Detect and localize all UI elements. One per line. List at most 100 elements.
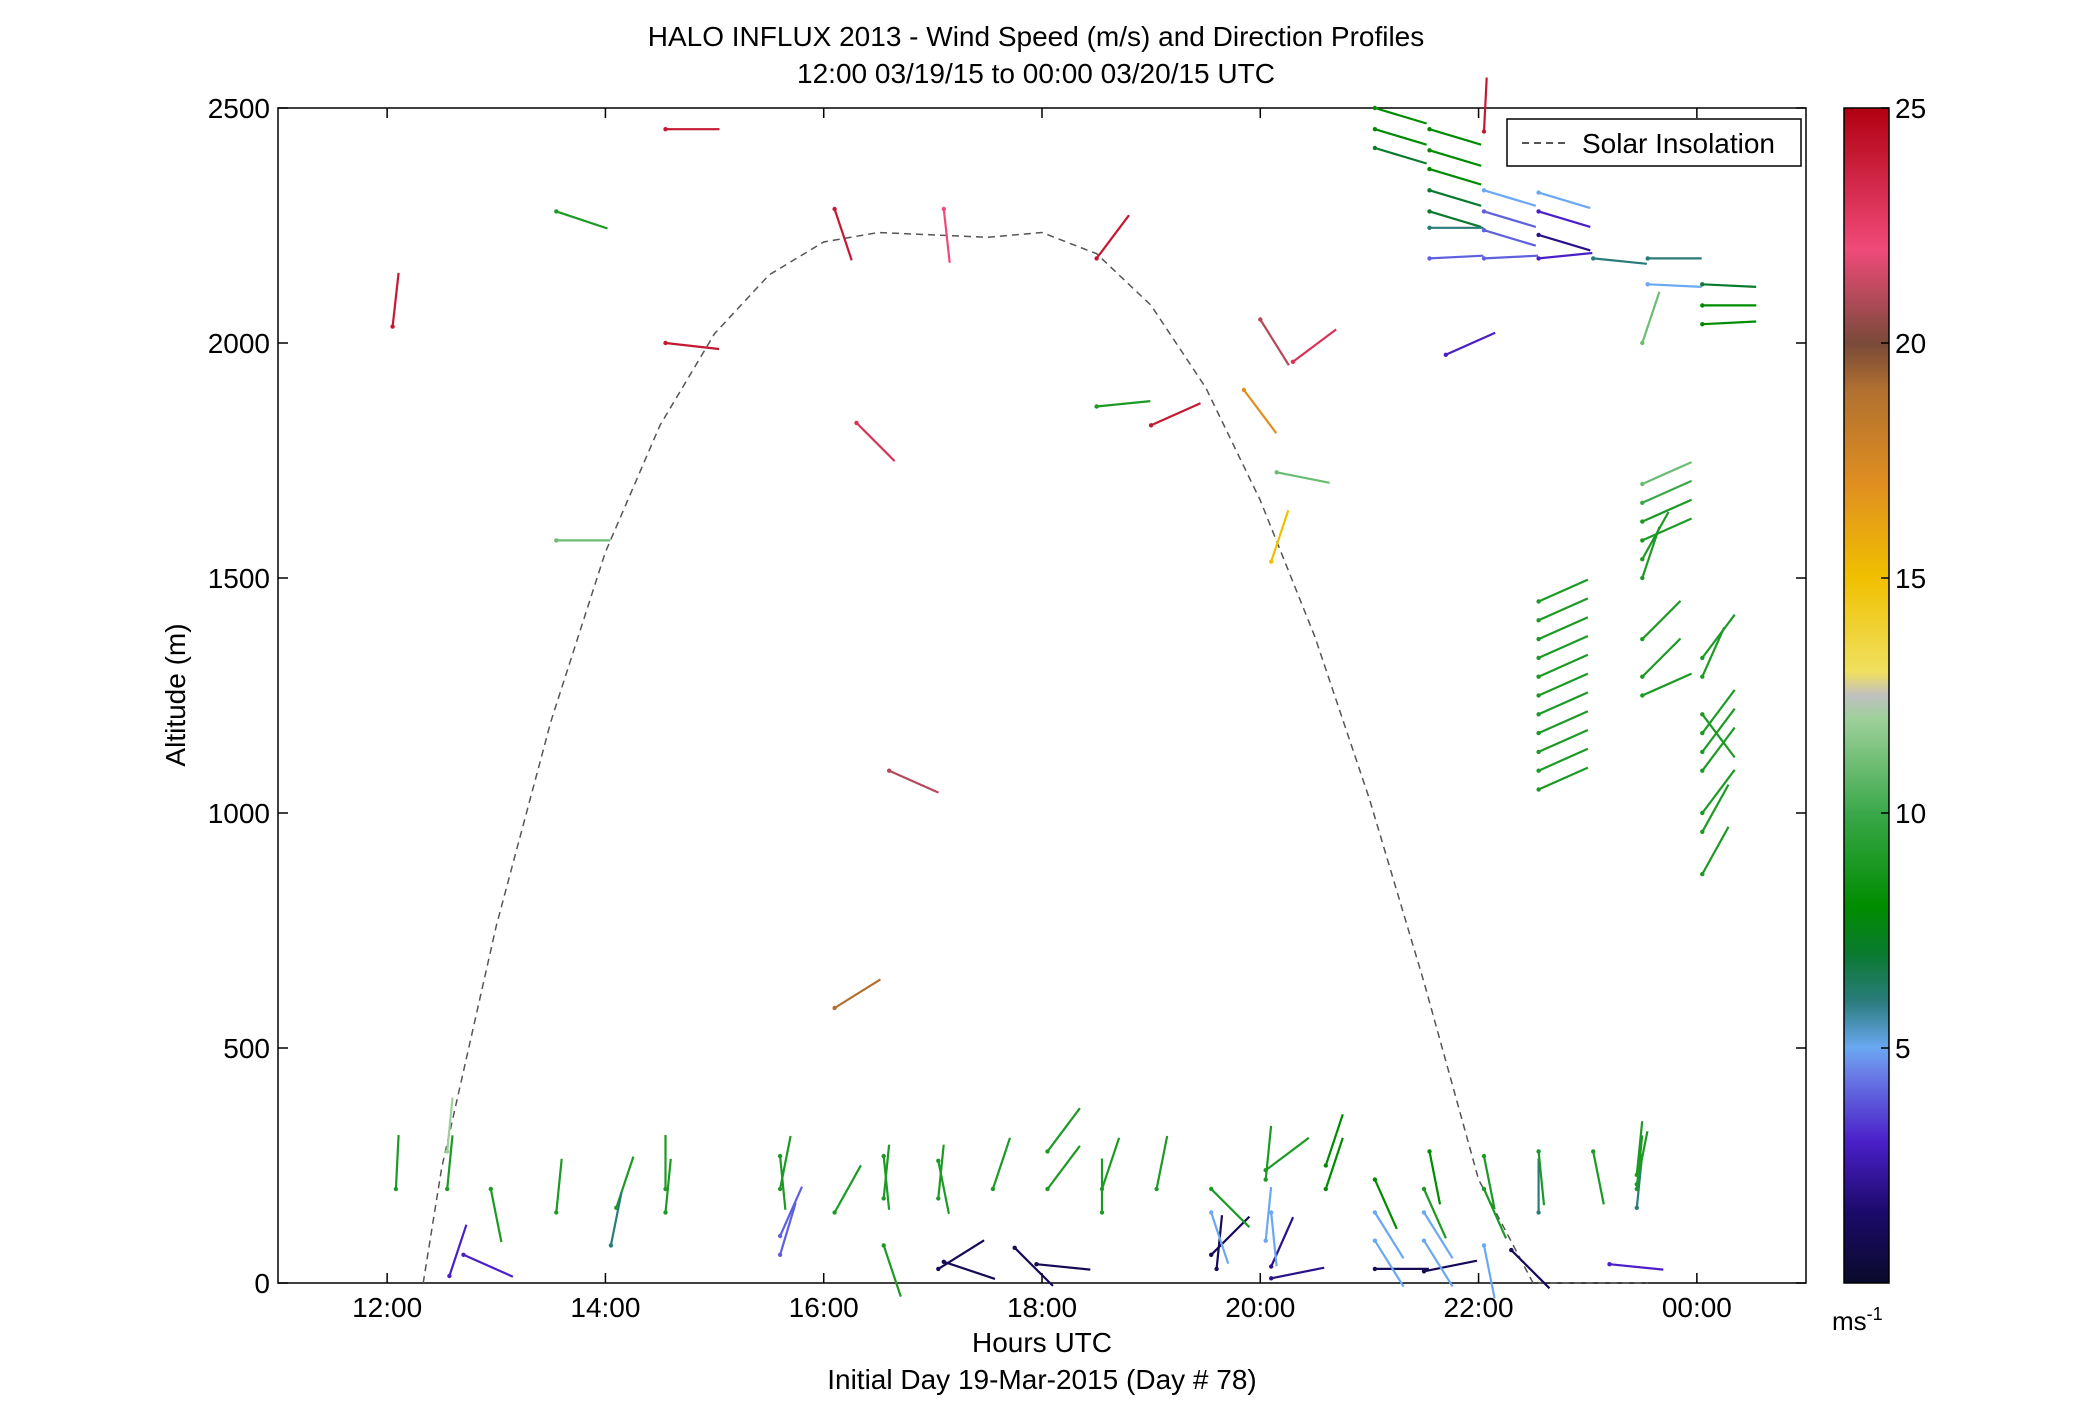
solar-insolation-line — [422, 231, 1648, 1284]
wind-barb-origin — [881, 1243, 886, 1248]
wind-barb-shaft — [1374, 128, 1427, 146]
wind-barb — [1481, 1186, 1508, 1239]
wind-barb — [881, 1153, 891, 1210]
colorbar-tick-label: 20 — [1895, 328, 1926, 359]
wind-barb-shaft — [855, 422, 896, 462]
wind-barb-shaft — [1641, 291, 1661, 344]
wind-barb-shaft — [1324, 1113, 1344, 1166]
wind-barb — [1372, 1238, 1405, 1288]
wind-barb-origin — [1536, 674, 1541, 679]
wind-barb-origin — [1269, 1210, 1274, 1215]
wind-barb-origin — [1045, 1186, 1050, 1192]
wind-barb — [663, 127, 720, 132]
wind-barb-origin — [1640, 557, 1645, 562]
wind-barb-shaft — [1538, 747, 1589, 772]
wind-barb — [1372, 1266, 1429, 1272]
x-tick-label: 12:00 — [352, 1292, 422, 1323]
wind-barb-origin — [1269, 1264, 1274, 1269]
wind-barb — [1536, 747, 1589, 773]
wind-barb-shaft — [1701, 708, 1736, 753]
legend-box: Solar Insolation — [1506, 118, 1802, 167]
wind-barb-shaft — [1423, 1259, 1478, 1273]
wind-barb — [608, 1192, 623, 1248]
wind-barb — [1640, 479, 1693, 505]
wind-barb — [1209, 1210, 1230, 1265]
wind-barb — [1427, 225, 1484, 230]
colorbar-unit: ms-1 — [1832, 1304, 1883, 1336]
wind-barb-origin — [1154, 1186, 1159, 1192]
wind-barb-origin — [1536, 256, 1541, 261]
wind-barb — [1700, 826, 1730, 877]
wind-barb — [1154, 1135, 1169, 1192]
wind-barb — [1607, 1262, 1664, 1271]
wind-barb — [1481, 188, 1537, 207]
wind-barb-origin — [1645, 282, 1650, 287]
wind-barb-shaft — [391, 272, 400, 327]
wind-barb — [1372, 1210, 1405, 1259]
wind-barb-shaft — [1210, 1212, 1230, 1265]
wind-barb-shaft — [1538, 233, 1591, 252]
wind-barb — [1258, 317, 1290, 366]
wind-barb — [1269, 1266, 1325, 1281]
wind-barb-origin — [1427, 166, 1432, 172]
wind-barb — [1269, 509, 1290, 564]
wind-barb-origin — [1481, 1243, 1487, 1248]
wind-barb-shaft — [1702, 283, 1757, 288]
wind-barb — [941, 206, 951, 263]
wind-barb-shaft — [1482, 1155, 1496, 1210]
wind-barb-shaft — [1641, 600, 1682, 640]
wind-barb-shaft — [1701, 784, 1730, 833]
wind-barb-shaft — [1482, 1188, 1508, 1239]
wind-barb-shaft — [1429, 210, 1482, 228]
wind-barb-shaft — [1215, 1215, 1224, 1270]
wind-barb — [1214, 1215, 1224, 1272]
wind-barb-origin — [1427, 209, 1432, 214]
wind-barb-shaft — [1538, 691, 1589, 716]
wind-barb-shaft — [1046, 1145, 1081, 1190]
wind-barb-shaft — [1641, 517, 1693, 542]
wind-barb-shaft — [1641, 637, 1682, 678]
wind-barb-shaft — [888, 769, 939, 794]
wind-barb-shaft — [448, 1224, 468, 1277]
wind-barb — [663, 1135, 668, 1192]
wind-barb-origin — [1634, 1186, 1640, 1192]
wind-barb-shaft — [555, 1158, 563, 1213]
wind-barb — [1427, 148, 1482, 167]
wind-barb-origin — [881, 1153, 886, 1159]
wind-barb — [1012, 1245, 1054, 1287]
wind-barb-origin — [1700, 282, 1705, 287]
wind-barb — [1700, 726, 1736, 773]
wind-barb-origin — [1536, 655, 1541, 661]
wind-barb-shaft — [1046, 1107, 1081, 1153]
wind-barb-origin — [1481, 209, 1487, 214]
wind-barb — [1640, 526, 1661, 581]
wind-barb — [1263, 1136, 1310, 1173]
wind-barb-origin — [1640, 575, 1645, 581]
wind-barb-shaft — [1701, 726, 1736, 772]
wind-barb — [393, 1135, 400, 1192]
wind-barb-origin — [1700, 768, 1705, 773]
wind-barb — [1536, 251, 1593, 261]
wind-barb-origin — [1640, 519, 1645, 524]
wind-barb-origin — [1536, 618, 1541, 623]
colorbar-tick-label: 15 — [1895, 563, 1926, 594]
wind-barb-shaft — [1100, 1137, 1121, 1190]
wind-barb-shaft — [943, 1260, 996, 1280]
wind-barb — [445, 1135, 454, 1192]
wind-barb — [1700, 712, 1736, 759]
wind-barb-origin — [1591, 256, 1596, 261]
wind-barb-shaft — [1538, 210, 1591, 228]
wind-barb — [1372, 127, 1427, 146]
wind-barb — [1481, 1243, 1496, 1299]
wind-barb — [1536, 578, 1589, 604]
wind-barb-origin — [1536, 787, 1541, 792]
wind-barb-origin — [1640, 481, 1645, 487]
wind-barb-shaft — [1538, 728, 1589, 753]
wind-barb-origin — [941, 1259, 946, 1265]
wind-barb-shaft — [1423, 1240, 1454, 1288]
wind-barb-origin — [1372, 105, 1378, 111]
wind-barb — [1481, 254, 1539, 261]
wind-barb — [1323, 1137, 1344, 1192]
wind-barbs-layer — [390, 77, 1757, 1299]
wind-barb — [881, 1243, 902, 1297]
